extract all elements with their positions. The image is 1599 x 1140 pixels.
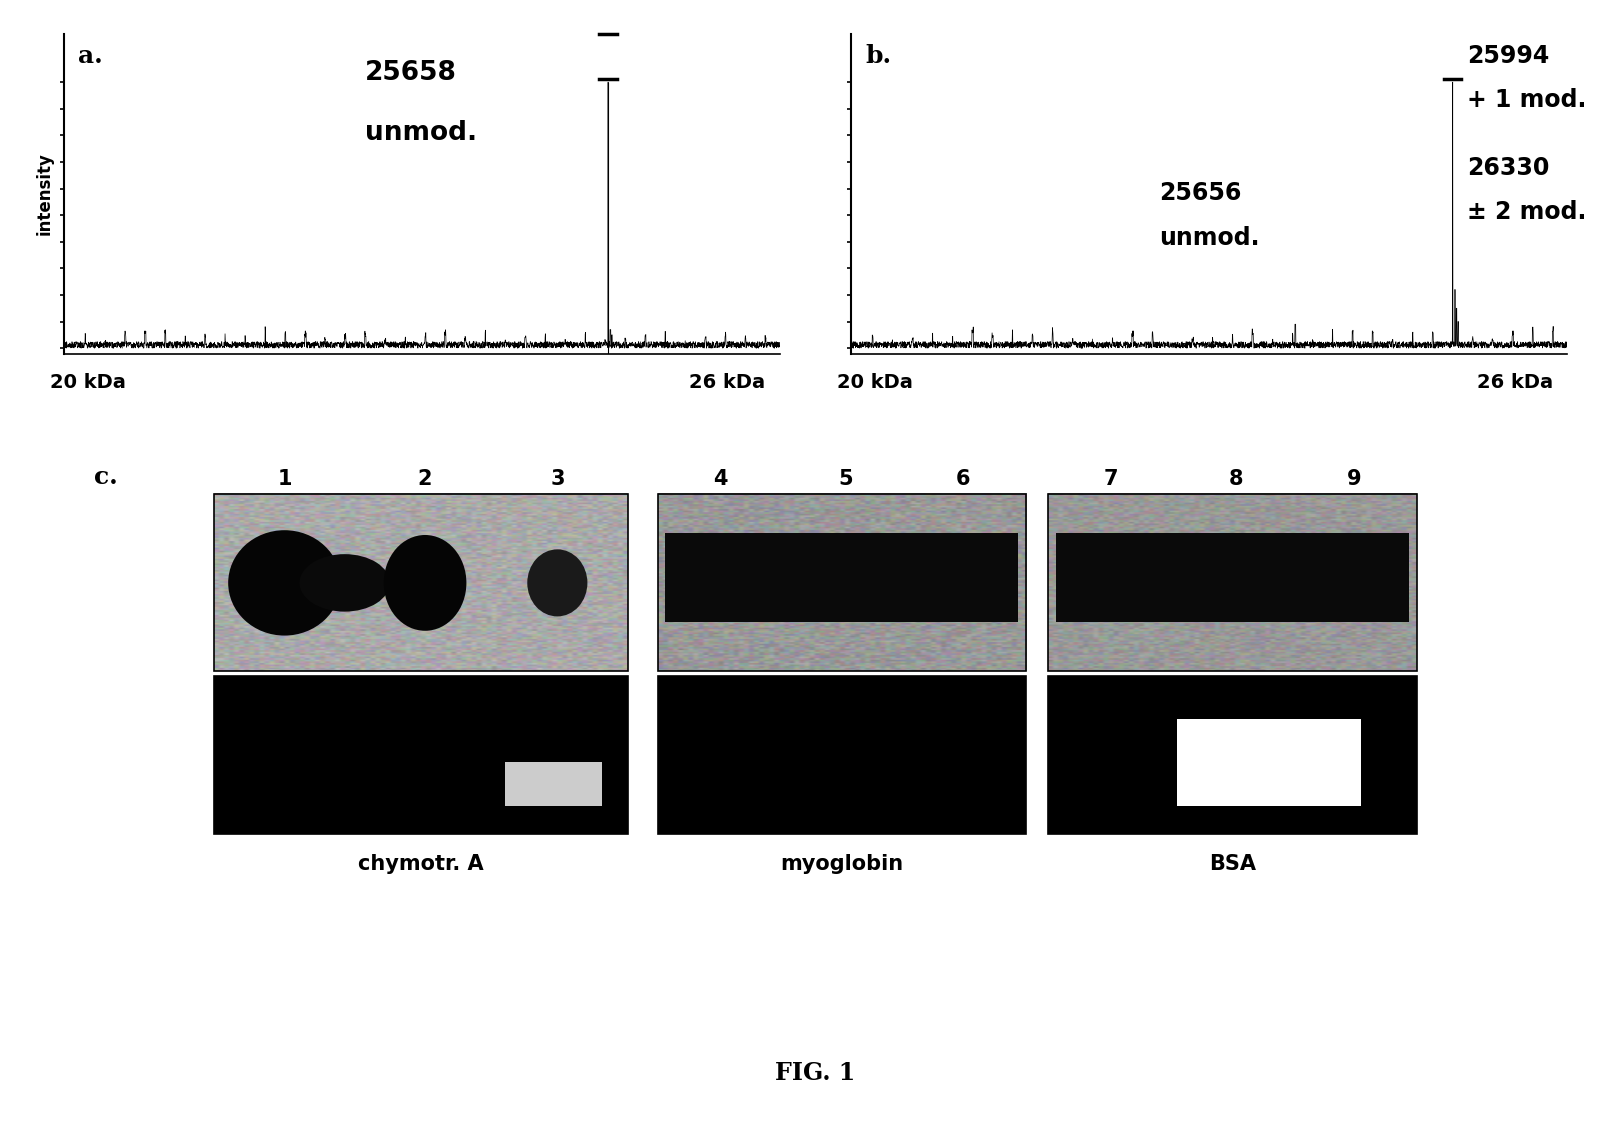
Text: FIG. 1: FIG. 1 [776, 1061, 855, 1085]
Text: 4: 4 [713, 470, 728, 489]
Text: a.: a. [78, 43, 102, 67]
Text: 2: 2 [417, 470, 432, 489]
Bar [1049, 495, 1417, 671]
Text: 6: 6 [956, 470, 971, 489]
Ellipse shape [528, 549, 587, 617]
Text: unmod.: unmod. [1159, 226, 1260, 250]
Ellipse shape [384, 535, 467, 630]
Text: chymotr. A: chymotr. A [358, 854, 484, 873]
Text: 20 kDa: 20 kDa [836, 373, 913, 392]
Text: 25658: 25658 [365, 59, 456, 86]
Bar [505, 762, 603, 806]
Text: c.: c. [94, 465, 118, 489]
Text: myoglobin: myoglobin [780, 854, 903, 873]
Text: 26330: 26330 [1466, 155, 1549, 179]
Text: 25656: 25656 [1159, 181, 1241, 205]
Text: ± 2 mod.: ± 2 mod. [1466, 201, 1586, 225]
Text: 9: 9 [1346, 470, 1361, 489]
Text: b.: b. [865, 43, 892, 67]
Text: 8: 8 [1230, 470, 1244, 489]
Bar [657, 495, 1027, 671]
Text: + 1 mod.: + 1 mod. [1466, 89, 1586, 113]
Bar [214, 495, 628, 671]
Text: 26 kDa: 26 kDa [689, 373, 766, 392]
Text: 1: 1 [277, 470, 291, 489]
Text: 26 kDa: 26 kDa [1476, 373, 1553, 392]
Ellipse shape [299, 554, 390, 612]
Bar [657, 676, 1027, 834]
Text: BSA: BSA [1209, 854, 1257, 873]
Ellipse shape [229, 530, 341, 636]
Bar [1055, 534, 1409, 622]
Bar [214, 676, 628, 834]
Bar [1049, 676, 1417, 834]
Text: unmod.: unmod. [365, 121, 477, 146]
Text: 3: 3 [550, 470, 564, 489]
Text: 7: 7 [1103, 470, 1118, 489]
Bar [1177, 719, 1361, 806]
Bar [665, 534, 1019, 622]
Text: 25994: 25994 [1466, 43, 1549, 67]
Text: 20 kDa: 20 kDa [50, 373, 125, 392]
Text: 5: 5 [838, 470, 852, 489]
Y-axis label: intensity: intensity [35, 153, 53, 235]
